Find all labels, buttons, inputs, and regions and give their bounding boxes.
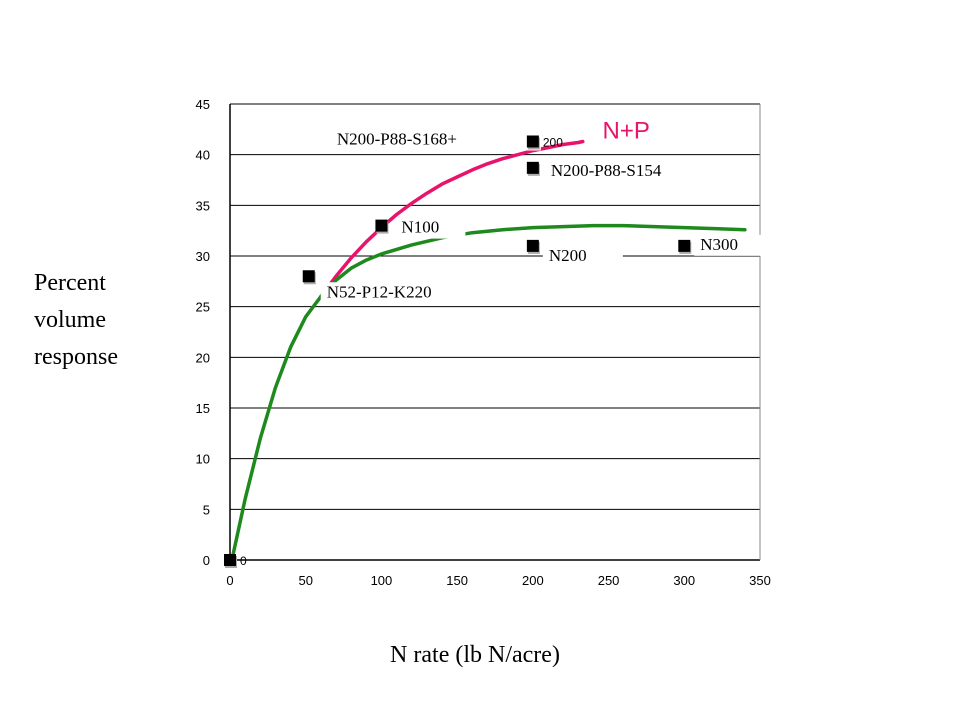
grid-lines <box>230 103 760 510</box>
label-background <box>542 245 623 267</box>
y-tick-label: 25 <box>196 300 210 315</box>
series-label-np: N+P <box>603 117 650 144</box>
label-background <box>320 282 501 304</box>
point-tag: 200 <box>543 135 563 149</box>
point-tag: 0 <box>240 554 247 568</box>
point-labels: N52-P12-K220 N100 N200-P88-S168+ N200-P88-S… <box>320 129 775 304</box>
x-tick-label: 150 <box>446 573 468 588</box>
series-line-2 <box>231 223 747 557</box>
y-axis-title-line: Percent <box>34 270 106 296</box>
y-tick-label: 20 <box>196 350 210 365</box>
label-background <box>330 129 541 151</box>
data-point <box>526 135 539 148</box>
label-background <box>395 217 466 239</box>
point-label: N200-P88-S168+ <box>337 129 457 148</box>
y-tick-label: 45 <box>196 97 210 112</box>
x-tick-label: 100 <box>371 573 393 588</box>
series-line-1 <box>319 139 585 299</box>
y-axis-title-line: response <box>34 344 118 370</box>
x-tick-label: 350 <box>749 573 771 588</box>
point-label: N300 <box>700 235 738 254</box>
x-tick-label: 250 <box>598 573 620 588</box>
x-tick-label: 300 <box>673 573 695 588</box>
data-point <box>526 239 539 252</box>
data-point <box>526 161 539 174</box>
axes: 0 5 10 15 20 25 30 35 40 45 0 50 100 150 200 250 300 350 <box>196 97 771 588</box>
point-label: N52-P12-K220 <box>327 282 432 301</box>
y-tick-label: 5 <box>203 502 210 517</box>
data-point <box>302 270 315 283</box>
y-tick-label: 40 <box>196 148 210 163</box>
y-tick-label: 10 <box>196 452 210 467</box>
label-background <box>694 234 775 256</box>
curves <box>231 139 747 557</box>
label-background <box>544 160 735 182</box>
y-tick-label: 30 <box>196 249 210 264</box>
y-tick-label: 15 <box>196 401 210 416</box>
y-axis-title-line: volume <box>34 307 106 333</box>
x-tick-label: 50 <box>298 573 312 588</box>
y-tick-label: 0 <box>203 553 210 568</box>
y-tick-label: 35 <box>196 198 210 213</box>
data-point <box>678 239 691 252</box>
data-point <box>375 219 388 232</box>
x-tick-label: 0 <box>226 573 233 588</box>
point-label: N200 <box>549 246 587 265</box>
x-tick-label: 200 <box>522 573 544 588</box>
point-label: N100 <box>401 218 439 237</box>
x-axis-title: N rate (lb N/acre) <box>390 642 560 668</box>
data-points: 0 200 <box>224 135 692 568</box>
data-point <box>224 554 236 566</box>
point-label: N200-P88-S154 <box>551 161 662 180</box>
y-axis-title: Percent volume response <box>34 270 118 370</box>
